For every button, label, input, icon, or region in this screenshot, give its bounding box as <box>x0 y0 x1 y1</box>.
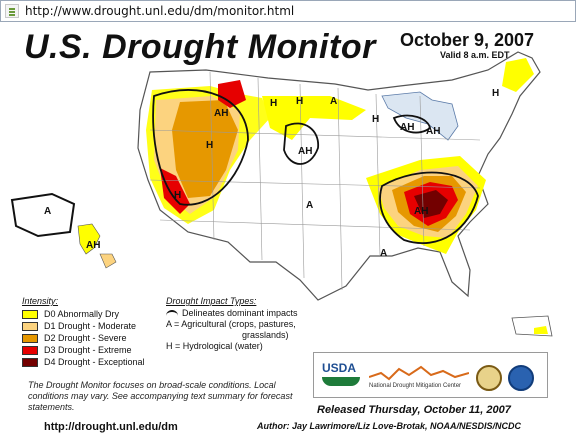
state-borders <box>149 71 481 291</box>
page-favicon-icon <box>5 4 19 18</box>
logo-panel: USDA National Drought Mitigation Center <box>313 352 548 398</box>
legend-row-d2: D2 Drought - Severe <box>22 332 145 344</box>
site-link[interactable]: http://drought.unl.edu/dm <box>44 421 178 433</box>
page-title: U.S. Drought Monitor <box>24 28 376 66</box>
release-date: Released Thursday, October 11, 2007 <box>317 404 511 416</box>
usda-logo[interactable]: USDA <box>322 361 360 391</box>
valid-time: Valid 8 a.m. EDT <box>440 50 510 60</box>
label-ah-2: AH <box>214 108 228 119</box>
hawaii-small <box>99 253 117 269</box>
label-h-1: H <box>270 98 277 109</box>
authors-line: Author: Jay Lawrimore/Liz Love-Brotak, N… <box>257 421 522 431</box>
alaska <box>10 192 76 238</box>
impact-ag-2: grasslands) <box>242 330 289 340</box>
legend-label-d2: D2 Drought - Severe <box>44 333 127 343</box>
impact-legend: Drought Impact Types: Delineates dominan… <box>166 296 326 352</box>
legend-row-d1: D1 Drought - Moderate <box>22 320 145 332</box>
label-ah-1: AH <box>298 146 312 157</box>
boundary-curve-icon <box>166 309 178 318</box>
map-date: October 9, 2007 <box>400 30 535 50</box>
legend-label-d3: D3 Drought - Extreme <box>44 345 132 355</box>
commerce-seal-icon[interactable] <box>476 365 502 391</box>
label-h-3: H <box>206 140 213 151</box>
disclaimer-note: The Drought Monitor focuses on broad-sca… <box>28 380 293 412</box>
d3-montana <box>218 80 246 108</box>
label-a-alaska: A <box>44 206 51 217</box>
legend-row-d4: D4 Drought - Exceptional <box>22 356 145 368</box>
impact-hydro: H = Hydrological (water) <box>166 341 263 351</box>
d0-maine <box>502 58 534 92</box>
noaa-logo-icon[interactable] <box>508 365 534 391</box>
impact-line-label: Delineates dominant impacts <box>182 308 298 318</box>
legend-row-d0: D0 Abnormally Dry <box>22 308 145 320</box>
swatch-d1 <box>22 321 38 331</box>
impact-boundaries <box>152 89 479 245</box>
label-ah-5: AH <box>414 206 428 217</box>
url-text[interactable]: http://www.drought.unl.edu/dm/monitor.ht… <box>25 4 295 18</box>
legend-label-d4: D4 Drought - Exceptional <box>44 357 145 367</box>
label-ah-3: AH <box>400 122 414 133</box>
hawaii <box>77 223 101 255</box>
d2-west <box>172 100 238 198</box>
legend-label-d0: D0 Abnormally Dry <box>44 309 120 319</box>
swatch-d4 <box>22 357 38 367</box>
great-lakes <box>381 91 459 141</box>
drought-graph-icon <box>368 365 470 381</box>
label-a-2: A <box>306 200 313 211</box>
intensity-legend: Intensity: D0 Abnormally Dry D1 Drought … <box>22 296 145 368</box>
impact-ag-1: A = Agricultural (crops, pastures, <box>166 319 296 329</box>
impact-line-row: Delineates dominant impacts <box>166 308 326 319</box>
ndmc-logo[interactable]: National Drought Mitigation Center <box>368 361 470 391</box>
usda-text: USDA <box>322 361 357 375</box>
ndmc-text: National Drought Mitigation Center <box>369 383 462 389</box>
label-ah-hawaii: AH <box>86 240 100 251</box>
swatch-d3 <box>22 345 38 355</box>
legend-label-d1: D1 Drought - Moderate <box>44 321 137 331</box>
impact-header: Drought Impact Types: <box>166 296 257 306</box>
swatch-d2 <box>22 333 38 343</box>
label-h-4: H <box>174 190 181 201</box>
label-ah-4: AH <box>426 126 440 137</box>
address-bar[interactable]: http://www.drought.unl.edu/dm/monitor.ht… <box>0 0 576 22</box>
legend-row-d3: D3 Drought - Extreme <box>22 344 145 356</box>
label-a-3: A <box>380 248 387 259</box>
intensity-header: Intensity: <box>22 296 59 306</box>
label-h-5: H <box>372 114 379 125</box>
label-h-2: H <box>296 96 303 107</box>
usda-swoosh-icon <box>322 377 360 386</box>
pr-d0 <box>534 326 548 334</box>
d0-north <box>262 96 366 140</box>
label-a-1: A <box>330 96 337 107</box>
swatch-d0 <box>22 309 38 319</box>
d3-california <box>160 168 190 214</box>
label-h-6: H <box>492 88 499 99</box>
